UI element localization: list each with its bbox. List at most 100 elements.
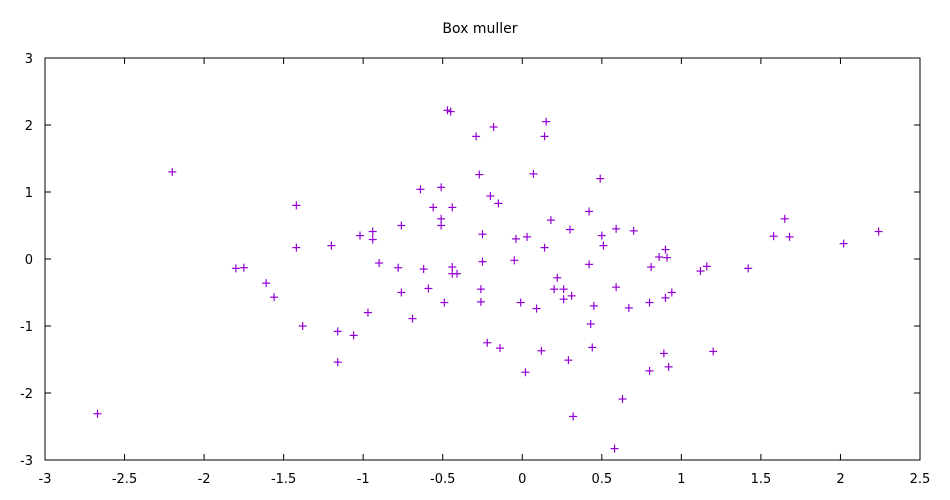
data-point xyxy=(408,314,417,323)
data-point xyxy=(262,279,271,288)
data-point xyxy=(333,327,342,336)
data-point xyxy=(567,291,576,300)
data-point xyxy=(661,245,670,254)
data-point xyxy=(769,232,778,241)
data-point xyxy=(429,203,438,212)
x-tick-label: 2 xyxy=(836,472,844,487)
y-tick-label: -3 xyxy=(20,454,33,469)
data-point xyxy=(874,227,883,236)
data-point xyxy=(511,234,520,243)
data-point xyxy=(566,225,574,234)
data-point xyxy=(476,285,485,294)
x-tick-label: -0.5 xyxy=(430,472,455,487)
data-point xyxy=(416,185,425,194)
data-point xyxy=(93,409,102,418)
data-point xyxy=(440,298,449,307)
y-tick-label: 3 xyxy=(25,52,33,67)
data-point xyxy=(629,226,638,235)
data-point xyxy=(239,263,248,272)
data-point xyxy=(540,243,549,252)
data-point xyxy=(478,257,487,266)
data-point xyxy=(618,395,627,404)
data-point xyxy=(569,412,578,421)
data-point xyxy=(610,444,619,453)
y-tick-label: -2 xyxy=(20,387,33,402)
data-point xyxy=(486,192,495,201)
data-point xyxy=(327,241,336,250)
data-point xyxy=(785,232,794,241)
data-point xyxy=(532,304,541,313)
data-point xyxy=(645,366,654,375)
data-point xyxy=(663,253,672,262)
data-point xyxy=(363,308,372,317)
data-point xyxy=(292,243,301,252)
data-point xyxy=(624,303,633,312)
data-point xyxy=(448,263,457,272)
data-point xyxy=(564,356,573,365)
data-point xyxy=(298,322,307,330)
data-point xyxy=(270,293,279,302)
data-point xyxy=(537,346,546,355)
data-point xyxy=(596,174,605,183)
x-tick-label: -2.5 xyxy=(112,472,137,487)
x-tick-label: 1.5 xyxy=(751,472,772,487)
data-point xyxy=(523,232,532,241)
chart-title: Box muller xyxy=(442,21,517,37)
data-point xyxy=(559,285,568,294)
x-tick-label: -3 xyxy=(39,472,52,487)
x-tick-label: 0 xyxy=(518,472,526,487)
y-tick-label: -1 xyxy=(20,320,33,335)
data-point xyxy=(437,183,446,192)
data-point xyxy=(394,263,403,272)
data-point xyxy=(437,221,446,230)
data-point xyxy=(655,252,664,261)
y-tick-label: 1 xyxy=(25,186,33,201)
data-point xyxy=(659,349,668,358)
x-axis: -3 -2.5 -2 -1.5 -1 -0.5 0 0.5 1 1.5 2 2.5 xyxy=(39,58,931,487)
data-point xyxy=(168,167,177,176)
data-point xyxy=(448,203,457,212)
data-point xyxy=(478,230,487,239)
data-point xyxy=(589,301,598,310)
data-point xyxy=(516,298,525,307)
data-point xyxy=(368,235,377,244)
data-point xyxy=(397,221,406,230)
data-point xyxy=(349,331,358,340)
data-point xyxy=(647,263,656,272)
data-point xyxy=(453,269,462,278)
data-point xyxy=(612,283,621,292)
data-point xyxy=(496,344,504,353)
data-point xyxy=(529,169,538,178)
data-point xyxy=(419,265,428,274)
data-point xyxy=(375,259,384,268)
x-tick-label: 1 xyxy=(677,472,685,487)
data-point xyxy=(585,260,594,269)
x-tick-label: 2.5 xyxy=(910,472,931,487)
data-point xyxy=(661,293,670,302)
y-tick-label: 0 xyxy=(25,253,33,268)
data-point xyxy=(540,132,549,141)
data-point xyxy=(292,201,301,210)
data-point xyxy=(839,239,848,248)
data-point xyxy=(489,123,498,132)
data-point xyxy=(696,267,705,276)
data-point xyxy=(780,214,789,223)
x-tick-label: 0.5 xyxy=(591,472,612,487)
data-point xyxy=(709,347,718,356)
data-point xyxy=(333,358,342,367)
data-points xyxy=(93,106,883,453)
x-tick-label: -1 xyxy=(357,472,370,487)
data-point xyxy=(437,214,446,223)
data-point xyxy=(483,338,492,347)
data-point xyxy=(612,224,621,233)
y-axis: 3 2 1 0 -1 -2 -3 xyxy=(20,52,920,469)
data-point xyxy=(231,264,240,273)
data-point xyxy=(494,199,503,208)
data-point xyxy=(368,227,377,236)
data-point xyxy=(542,117,551,126)
data-point xyxy=(476,297,485,306)
data-point xyxy=(356,231,364,240)
data-point xyxy=(546,216,555,225)
data-point xyxy=(446,107,455,116)
data-point xyxy=(744,264,753,273)
